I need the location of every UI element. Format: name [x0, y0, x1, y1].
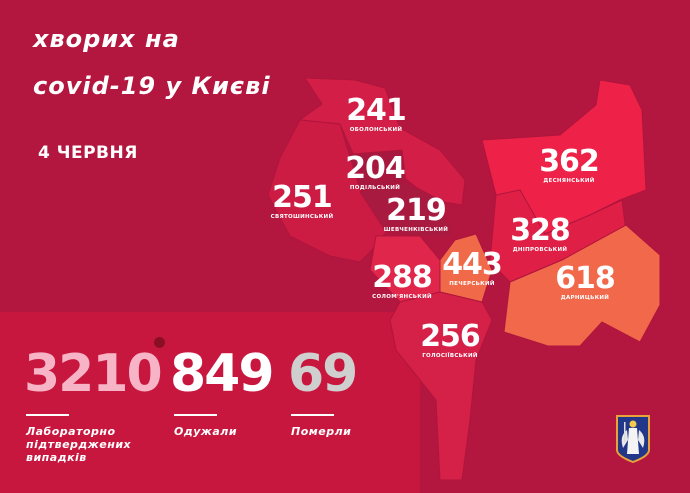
district-dniprovskyi[interactable]: [489, 189, 627, 283]
district-label-obolonskyi: 241 ОБОЛОНСЬКИЙ: [346, 93, 407, 134]
district-count: 219: [386, 193, 447, 228]
confirmed-label-line1: Лабораторно: [26, 425, 116, 438]
totals-panel: [0, 312, 420, 493]
district-sviatoshynskyi[interactable]: [267, 119, 387, 263]
title-line-1: хворих на: [33, 25, 180, 53]
date-label: 4 ЧЕРВНЯ: [38, 143, 138, 163]
confirmed-label-line2: підтверджених: [26, 438, 132, 451]
district-name: ДАРНИЦЬКИЙ: [560, 295, 610, 301]
district-label-darnytskyi: 618 ДАРНИЦЬКИЙ: [555, 261, 616, 302]
district-count: 618: [555, 261, 616, 296]
district-count: 362: [539, 144, 600, 179]
district-name: СВЯТОШИНСЬКИЙ: [270, 214, 334, 220]
district-label-shevchenkivskyi: 219 ШЕВЧЕНКІВСЬКИЙ: [384, 196, 448, 234]
district-count: 328: [510, 213, 571, 248]
district-count: 241: [346, 93, 407, 128]
recovered-count: 849: [170, 344, 275, 404]
district-label-holosiivskyi: 256 ГОЛОСІЇВСЬКИЙ: [420, 319, 481, 360]
deaths-label: Померли: [291, 425, 352, 438]
district-shevchenkivskyi[interactable]: [359, 181, 453, 237]
district-name: ПЕЧЕРСЬКИЙ: [449, 281, 495, 287]
district-count: 251: [272, 180, 333, 215]
confirmed-label: Лабораторно підтверджених випадків: [26, 425, 131, 464]
district-name: ПОДІЛЬСЬКИЙ: [349, 185, 401, 191]
district-name: ДЕСНЯНСЬКИЙ: [543, 178, 595, 184]
district-name: ГОЛОСІЇВСЬКИЙ: [422, 353, 478, 359]
deaths-count: 69: [288, 344, 358, 404]
recovered-label: Одужали: [174, 425, 238, 438]
district-name: ОБОЛОНСЬКИЙ: [349, 127, 403, 133]
confirmed-count: 3210: [24, 344, 163, 404]
district-darnytskyi[interactable]: [503, 224, 661, 347]
virus-icon: [154, 337, 165, 348]
district-name: СОЛОМ'ЯНСЬКИЙ: [372, 294, 432, 300]
district-holosiivskyi[interactable]: [389, 291, 493, 481]
divider: [291, 414, 334, 416]
district-label-solomianskyi: 288 СОЛОМ'ЯНСЬКИЙ: [372, 260, 433, 301]
district-label-podilskyi: 204 ПОДІЛЬСЬКИЙ: [345, 151, 406, 192]
divider: [174, 414, 217, 416]
district-count: 443: [442, 247, 503, 282]
title-line-2: covid-19 у Києві: [33, 72, 271, 100]
district-label-desnianskyi: 362 ДЕСНЯНСЬКИЙ: [539, 144, 600, 185]
divider: [26, 414, 69, 416]
district-label-dniprovskyi: 328 ДНІПРОВСЬКИЙ: [510, 213, 571, 254]
district-count: 256: [420, 319, 481, 354]
confirmed-label-line3: випадків: [26, 451, 87, 464]
district-count: 204: [345, 151, 406, 186]
kyiv-coat-of-arms-icon: [616, 415, 650, 464]
district-name: ДНІПРОВСЬКИЙ: [512, 247, 568, 253]
district-label-sviatoshynskyi: 251 СВЯТОШИНСЬКИЙ: [271, 183, 334, 221]
district-label-pecherskyi: 443 ПЕЧЕРСЬКИЙ: [442, 247, 503, 288]
district-name: ШЕВЧЕНКІВСЬКИЙ: [383, 227, 449, 233]
district-count: 288: [372, 260, 433, 295]
